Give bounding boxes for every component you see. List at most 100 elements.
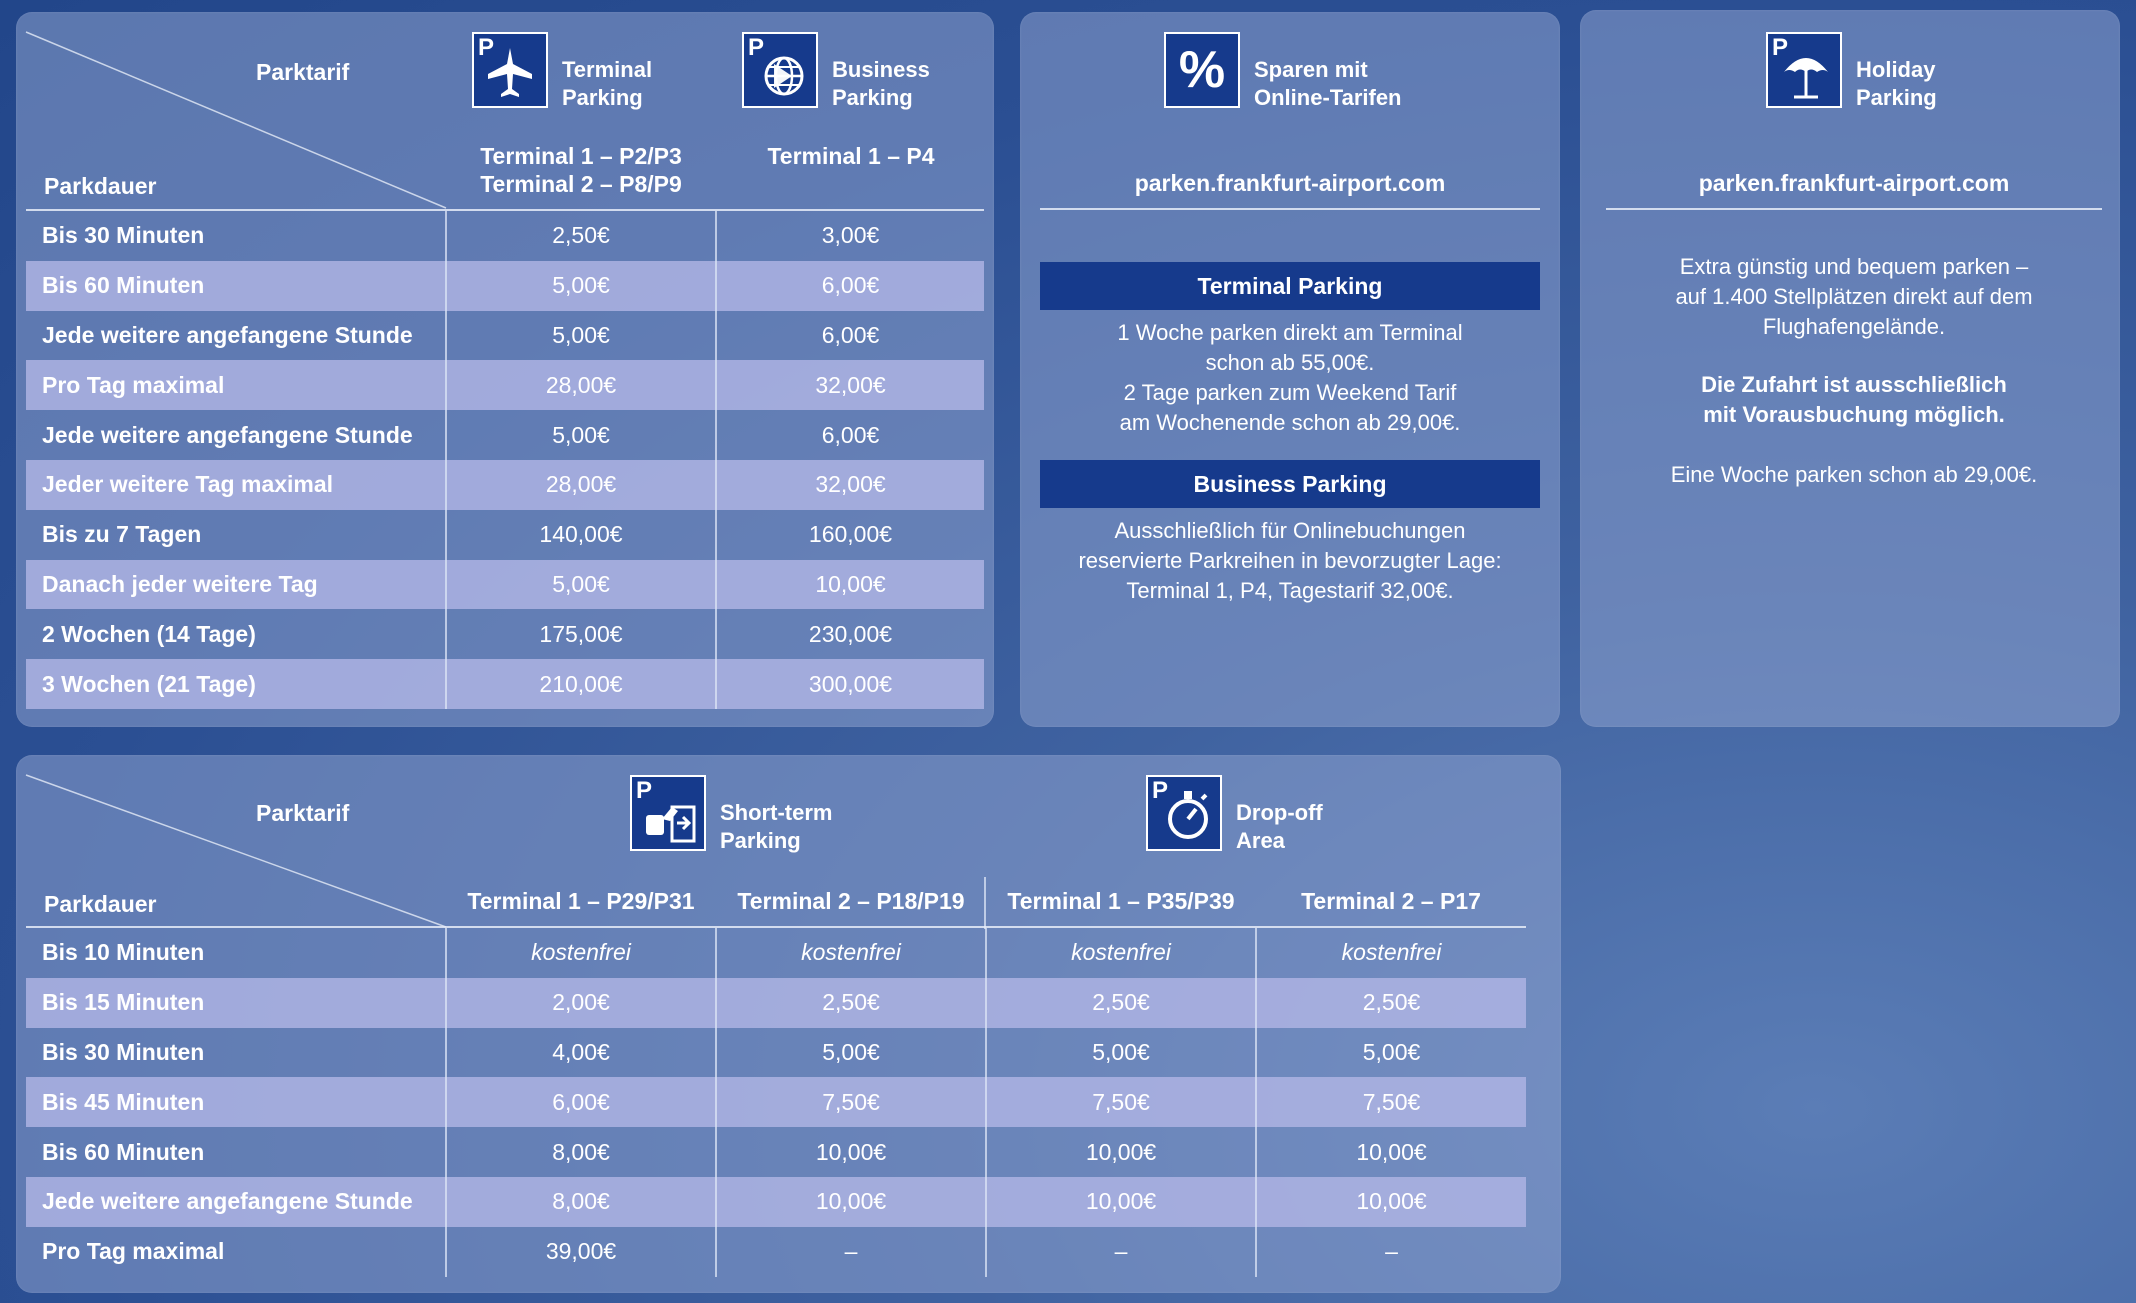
row-label: Bis 30 Minuten xyxy=(42,1038,205,1065)
text-line: mit Vorausbuchung möglich. xyxy=(1703,402,2005,427)
colhead-0: Terminal 1 – P29/P31 xyxy=(467,888,695,914)
holiday-parking-panel: P Holiday Parking parken.frankfurt-airpo… xyxy=(1580,10,2120,727)
corner-label-parkdauer: Parkdauer xyxy=(44,173,157,199)
colhead-terminal-line2: Terminal 2 – P8/P9 xyxy=(480,171,682,197)
colhead-terminal-line1: Terminal 1 – P2/P3 xyxy=(480,143,682,169)
terminal-parking-online-text: 1 Woche parken direkt am Terminal schon … xyxy=(1040,318,1540,438)
parking-p-letter: P xyxy=(1772,34,1789,61)
online-title-line1: Sparen mit xyxy=(1254,57,1368,82)
business-parking-online-text: Ausschließlich für Onlinebuchungen reser… xyxy=(1040,516,1540,606)
holiday-price-note: Eine Woche parken schon ab 29,00€. xyxy=(1670,462,2038,487)
short-term-parking-icon xyxy=(646,805,696,843)
text-line: Extra günstig und bequem parken – xyxy=(1679,254,2029,279)
price-cell: 10,00€ xyxy=(1255,1127,1526,1177)
price-cell: 5,00€ xyxy=(715,1027,986,1078)
price-cell: 140,00€ xyxy=(445,509,716,560)
colhead-3: Terminal 2 – P17 xyxy=(1301,888,1481,914)
table-row: Bis 10 Minuten kostenfrei kostenfrei kosten… xyxy=(26,928,1526,978)
price-cell: 230,00€ xyxy=(715,609,984,660)
text-line: auf 1.400 Stellplätzen direkt auf dem xyxy=(1675,284,2033,309)
table-row: 3 Wochen (21 Tage) 210,00€ 300,00€ xyxy=(26,659,984,709)
price-cell: 28,00€ xyxy=(445,459,716,510)
price-cell: 5,00€ xyxy=(445,260,716,311)
price-cell: 5,00€ xyxy=(445,410,716,460)
price-cell: 28,00€ xyxy=(445,360,716,411)
price-cell: 2,50€ xyxy=(445,211,716,261)
price-cell: 160,00€ xyxy=(715,509,984,560)
business-parking-title-line1: Business xyxy=(832,57,930,82)
shortterm-dropoff-tariff-panel: Parktarif Parkdauer P Short-term Parking… xyxy=(16,755,1561,1293)
row-label: Bis 30 Minuten xyxy=(42,222,205,249)
price-cell: 10,00€ xyxy=(985,1176,1256,1227)
row-label: Danach jeder weitere Tag xyxy=(26,559,446,610)
drop-off-title-line1: Drop-off xyxy=(1236,800,1323,825)
row-label: Pro Tag maximal xyxy=(26,360,446,411)
price-cell: 300,00€ xyxy=(715,659,984,709)
table-row: Jede weitere angefangene Stunde 5,00€ 6,00… xyxy=(26,310,984,361)
short-term-title-line1: Short-term xyxy=(720,800,833,825)
row-label: Bis 45 Minuten xyxy=(26,1077,446,1128)
terminal-business-tariff-panel: Parktarif Parkdauer P Terminal Parking P… xyxy=(16,12,994,727)
colhead-business-line1: Terminal 1 – P4 xyxy=(767,143,935,169)
price-cell: 10,00€ xyxy=(715,559,984,610)
row-label: Bis zu 7 Tagen xyxy=(42,521,202,548)
holiday-description: Extra günstig und bequem parken – auf 1.… xyxy=(1606,252,2102,342)
price-cell: 7,50€ xyxy=(985,1077,1256,1128)
price-cell: 10,00€ xyxy=(1255,1176,1526,1227)
terminal-parking-title-line1: Terminal xyxy=(562,57,653,82)
text-line: Flughafengelände. xyxy=(1762,314,1946,339)
price-cell: 10,00€ xyxy=(985,1127,1256,1177)
corner-label-parkdauer: Parkdauer xyxy=(44,891,157,917)
text-line: 1 Woche parken direkt am Terminal xyxy=(1117,320,1463,345)
online-url-link[interactable]: parken.frankfurt-airport.com xyxy=(1134,170,1446,196)
business-parking-title-line2: Parking xyxy=(832,85,913,110)
drop-off-icon-box: P xyxy=(1146,775,1222,851)
short-term-title-line2: Parking xyxy=(720,828,801,853)
parking-p-letter: P xyxy=(748,34,765,61)
text-line: Die Zufahrt ist ausschließlich xyxy=(1701,372,2007,397)
header-rule xyxy=(26,209,984,211)
row-label: Jede weitere angefangene Stunde xyxy=(26,1176,446,1227)
price-cell: 175,00€ xyxy=(445,609,716,660)
table-row: Jede weitere angefangene Stunde 8,00€ 10,0… xyxy=(26,1176,1526,1227)
shortterm-dropoff-tariff-table: Bis 10 Minuten kostenfrei kostenfrei kosten… xyxy=(26,928,1526,1277)
price-cell: 2,50€ xyxy=(715,977,986,1028)
price-cell: 5,00€ xyxy=(985,1027,1256,1078)
table-row: Bis 60 Minuten 5,00€ 6,00€ xyxy=(26,260,984,311)
table-row: Jeder weitere Tag maximal 28,00€ 32,00€ xyxy=(26,459,984,510)
price-cell: 6,00€ xyxy=(715,310,984,361)
row-label: Jede weitere angefangene Stunde xyxy=(42,421,413,448)
group-separator xyxy=(984,877,986,929)
colhead-1: Terminal 2 – P18/P19 xyxy=(737,888,965,914)
table-row: Pro Tag maximal 28,00€ 32,00€ xyxy=(26,360,984,411)
row-label: Jeder weitere Tag maximal xyxy=(26,459,446,510)
holiday-url-link[interactable]: parken.frankfurt-airport.com xyxy=(1698,170,2010,196)
price-cell: 7,50€ xyxy=(715,1077,986,1128)
price-cell: – xyxy=(1255,1226,1526,1277)
text-line: reservierte Parkreihen in bevorzugter La… xyxy=(1078,548,1502,573)
price-cell: 4,00€ xyxy=(445,1027,716,1078)
price-cell: 5,00€ xyxy=(445,559,716,610)
price-cell: kostenfrei xyxy=(985,928,1256,978)
price-cell: 8,00€ xyxy=(445,1127,716,1177)
row-label: 3 Wochen (21 Tage) xyxy=(26,659,446,709)
umbrella-icon xyxy=(1784,58,1828,99)
text-line: Ausschließlich für Onlinebuchungen xyxy=(1114,518,1466,543)
online-title-line2: Online-Tarifen xyxy=(1254,85,1402,110)
online-url-rule xyxy=(1040,208,1540,210)
row-label: Bis 10 Minuten xyxy=(42,939,205,966)
corner-label-parktarif: Parktarif xyxy=(256,59,350,85)
price-cell: 6,00€ xyxy=(715,260,984,311)
price-cell: 32,00€ xyxy=(715,459,984,510)
price-cell: 3,00€ xyxy=(715,211,984,261)
price-cell: 6,00€ xyxy=(715,410,984,460)
price-cell: 2,50€ xyxy=(1255,977,1526,1028)
table-row: Danach jeder weitere Tag 5,00€ 10,00€ xyxy=(26,559,984,610)
terminal-parking-icon-box: P xyxy=(472,32,548,108)
price-cell: 5,00€ xyxy=(1255,1027,1526,1078)
text-line: am Wochenende schon ab 29,00€. xyxy=(1119,410,1461,435)
row-label: Bis 60 Minuten xyxy=(42,1138,205,1165)
table-row: Bis 15 Minuten 2,00€ 2,50€ 2,50€ 2,50€ xyxy=(26,977,1526,1028)
short-term-parking-icon-box: P xyxy=(630,775,706,851)
price-cell: 2,50€ xyxy=(985,977,1256,1028)
